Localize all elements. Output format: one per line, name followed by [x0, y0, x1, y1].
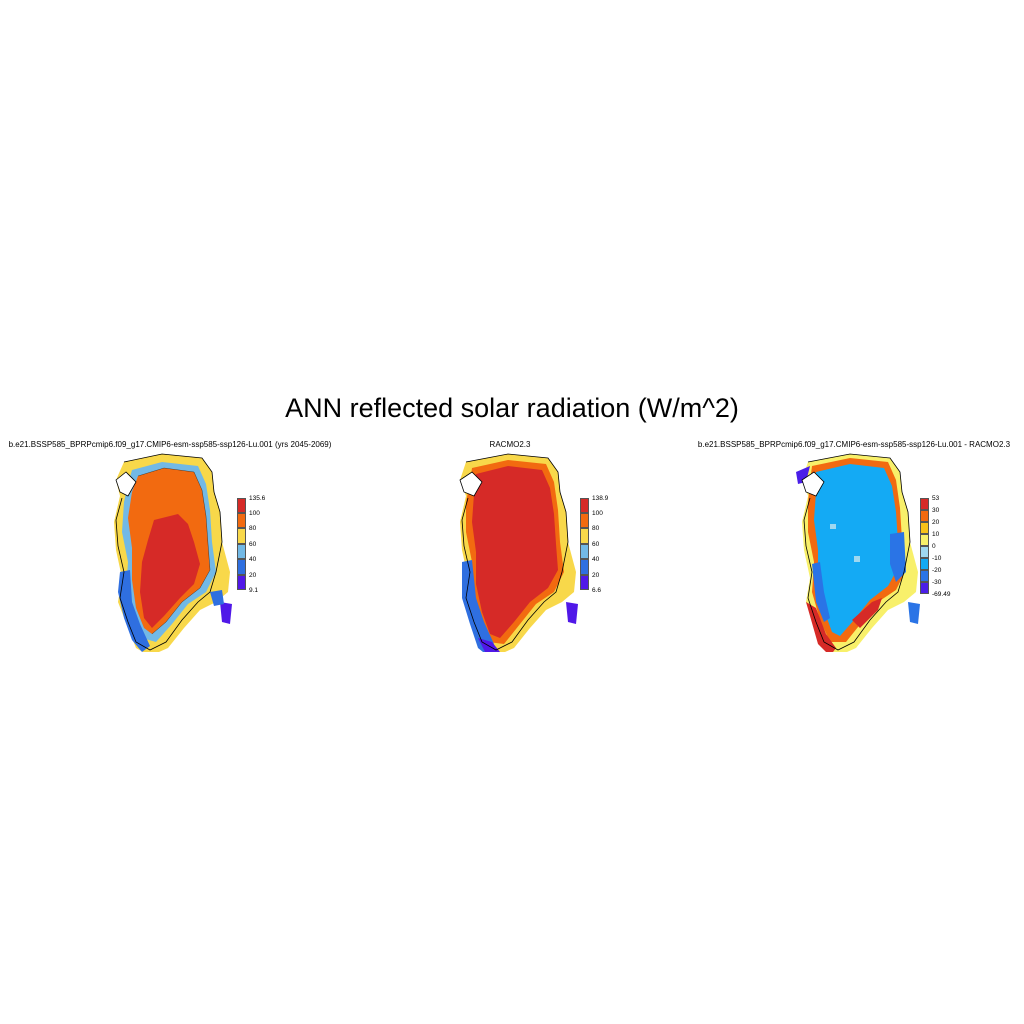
colorbar-label: 0	[932, 543, 936, 550]
colorbar-swatch	[920, 582, 929, 594]
panel-model: b.e21.BSSP585_BPRPcmip6.f09_g17.CMIP6-es…	[0, 436, 340, 656]
figure-title: ANN reflected solar radiation (W/m^2)	[285, 393, 739, 423]
greenland-map	[796, 453, 920, 652]
colorbar-label: -69.49	[932, 591, 951, 598]
colorbar-swatch	[920, 498, 929, 510]
colorbar-swatch	[920, 522, 929, 534]
colorbar-label: 40	[249, 556, 257, 563]
colorbar-label: 20	[592, 572, 600, 579]
colorbar-swatch	[580, 575, 589, 590]
colorbar-swatch	[920, 546, 929, 558]
colorbar-swatch	[580, 498, 589, 513]
colorbar-label: 6.6	[592, 587, 602, 594]
colorbar-label: -20	[932, 567, 942, 574]
panel-title: b.e21.BSSP585_BPRPcmip6.f09_g17.CMIP6-es…	[8, 440, 332, 449]
colorbar-swatch	[237, 528, 246, 544]
panel-racmo: RACMO2.3 138.9 100 80 60 40 20 6.6	[340, 436, 680, 656]
colorbar-label: 138.9	[592, 495, 609, 502]
colorbar-label: 40	[592, 556, 600, 563]
colorbar-swatch	[920, 558, 929, 570]
colorbar-swatch	[920, 534, 929, 546]
colorbar-label: -10	[932, 555, 942, 562]
colorbar-label: 100	[249, 510, 260, 517]
colorbar-swatch	[580, 528, 589, 544]
colorbar-swatch	[237, 513, 246, 528]
colorbar-label: -30	[932, 579, 942, 586]
colorbar-label: 135.6	[249, 495, 266, 502]
colorbar-swatch	[237, 544, 246, 559]
colorbar-label: 9.1	[249, 587, 259, 594]
colorbar-label: 30	[932, 507, 940, 514]
colorbar-label: 80	[592, 525, 600, 532]
colorbar-swatch	[580, 559, 589, 575]
panel-title: b.e21.BSSP585_BPRPcmip6.f09_g17.CMIP6-es…	[697, 440, 1011, 449]
colorbar-swatch	[920, 510, 929, 522]
panel-difference: b.e21.BSSP585_BPRPcmip6.f09_g17.CMIP6-es…	[684, 436, 1024, 656]
colorbar-swatch	[580, 513, 589, 528]
greenland-map	[459, 453, 578, 652]
greenland-map	[114, 453, 232, 652]
colorbar-swatch	[920, 570, 929, 582]
colorbar-label: 20	[932, 519, 940, 526]
colorbar-swatch	[237, 498, 246, 513]
colorbar-label: 60	[592, 541, 600, 548]
colorbar-swatch	[580, 544, 589, 559]
panel-title: RACMO2.3	[489, 440, 531, 449]
colorbar-swatch	[237, 559, 246, 575]
colorbar-swatch	[237, 575, 246, 590]
colorbar-label: 60	[249, 541, 257, 548]
colorbar-label: 10	[932, 531, 940, 538]
colorbar-label: 20	[249, 572, 257, 579]
colorbar-label: 80	[249, 525, 257, 532]
colorbar-label: 100	[592, 510, 603, 517]
colorbar-label: 53	[932, 495, 940, 502]
